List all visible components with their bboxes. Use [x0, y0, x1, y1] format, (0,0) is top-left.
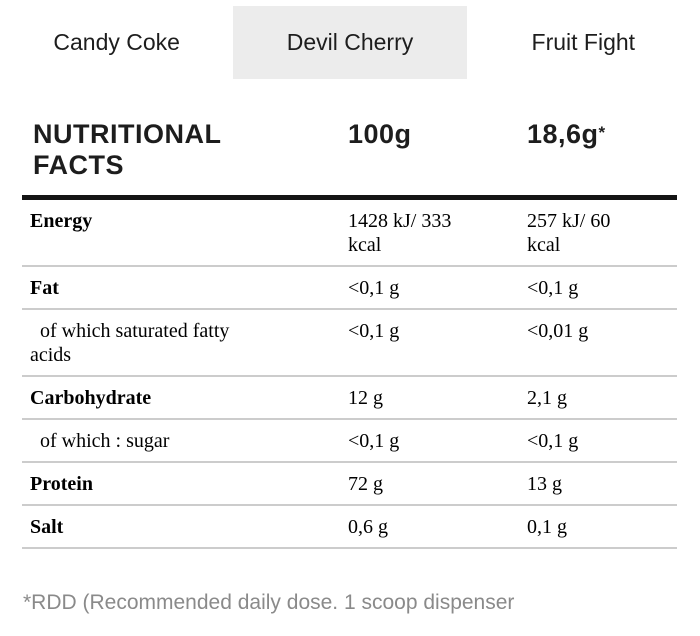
row-label: of which : sugar: [30, 430, 170, 452]
row-label: of which saturated fatty acids: [30, 320, 230, 366]
table-row-carbohydrate: Carbohydrate 12 g 2,1 g: [22, 377, 677, 420]
row-label: Protein: [30, 473, 93, 495]
row-value-100g: 1428 kJ/ 333 kcal: [348, 210, 452, 256]
table-title: NUTRITIONAL FACTS: [33, 119, 222, 180]
row-value-100g: <0,1 g: [348, 430, 400, 452]
row-value-scoop: <0,1 g: [527, 430, 579, 452]
column-serving-100g: 100g: [348, 119, 412, 149]
rdd-footnote: *RDD (Recommended daily dose. 1 scoop di…: [23, 591, 515, 614]
flavor-tab-bar: Candy Coke Devil Cherry Fruit Fight: [0, 6, 700, 79]
row-label: Salt: [30, 516, 64, 538]
table-row-energy: Energy 1428 kJ/ 333 kcal 257 kJ/ 60 kcal: [22, 200, 677, 267]
table-row-protein: Protein 72 g 13 g: [22, 463, 677, 506]
nutrition-table: NUTRITIONAL FACTS 100g 18,6g* Energy 142…: [22, 119, 677, 549]
row-label: Carbohydrate: [30, 387, 152, 409]
table-row-fat: Fat <0,1 g <0,1 g: [22, 267, 677, 310]
tab-fruit-fight[interactable]: Fruit Fight: [466, 6, 700, 79]
row-value-100g: <0,1 g: [348, 320, 400, 342]
row-value-scoop: <0,01 g: [527, 320, 589, 342]
table-row-sugar: of which : sugar <0,1 g <0,1 g: [22, 420, 677, 463]
table-top-rule: [22, 195, 677, 200]
row-value-100g: 12 g: [348, 387, 383, 409]
row-value-scoop: <0,1 g: [527, 277, 579, 299]
tab-candy-coke[interactable]: Candy Coke: [0, 6, 234, 79]
row-value-100g: 72 g: [348, 473, 383, 495]
row-value-100g: <0,1 g: [348, 277, 400, 299]
table-row-saturated-fat: of which saturated fatty acids <0,1 g <0…: [22, 310, 677, 377]
table-header-row: NUTRITIONAL FACTS 100g 18,6g*: [22, 119, 677, 181]
serving-scoop-value: 18,6g: [527, 119, 599, 149]
table-row-salt: Salt 0,6 g 0,1 g: [22, 506, 677, 549]
row-label: Energy: [30, 210, 93, 232]
row-value-scoop: 2,1 g: [527, 387, 567, 409]
row-label: Fat: [30, 277, 59, 299]
row-value-100g: 0,6 g: [348, 516, 388, 538]
tab-devil-cherry[interactable]: Devil Cherry: [233, 6, 467, 79]
column-serving-scoop: 18,6g*: [527, 119, 677, 150]
row-value-scoop: 0,1 g: [527, 516, 567, 538]
row-value-scoop: 257 kJ/ 60 kcal: [527, 210, 611, 256]
serving-scoop-asterisk: *: [598, 123, 606, 142]
row-value-scoop: 13 g: [527, 473, 562, 495]
